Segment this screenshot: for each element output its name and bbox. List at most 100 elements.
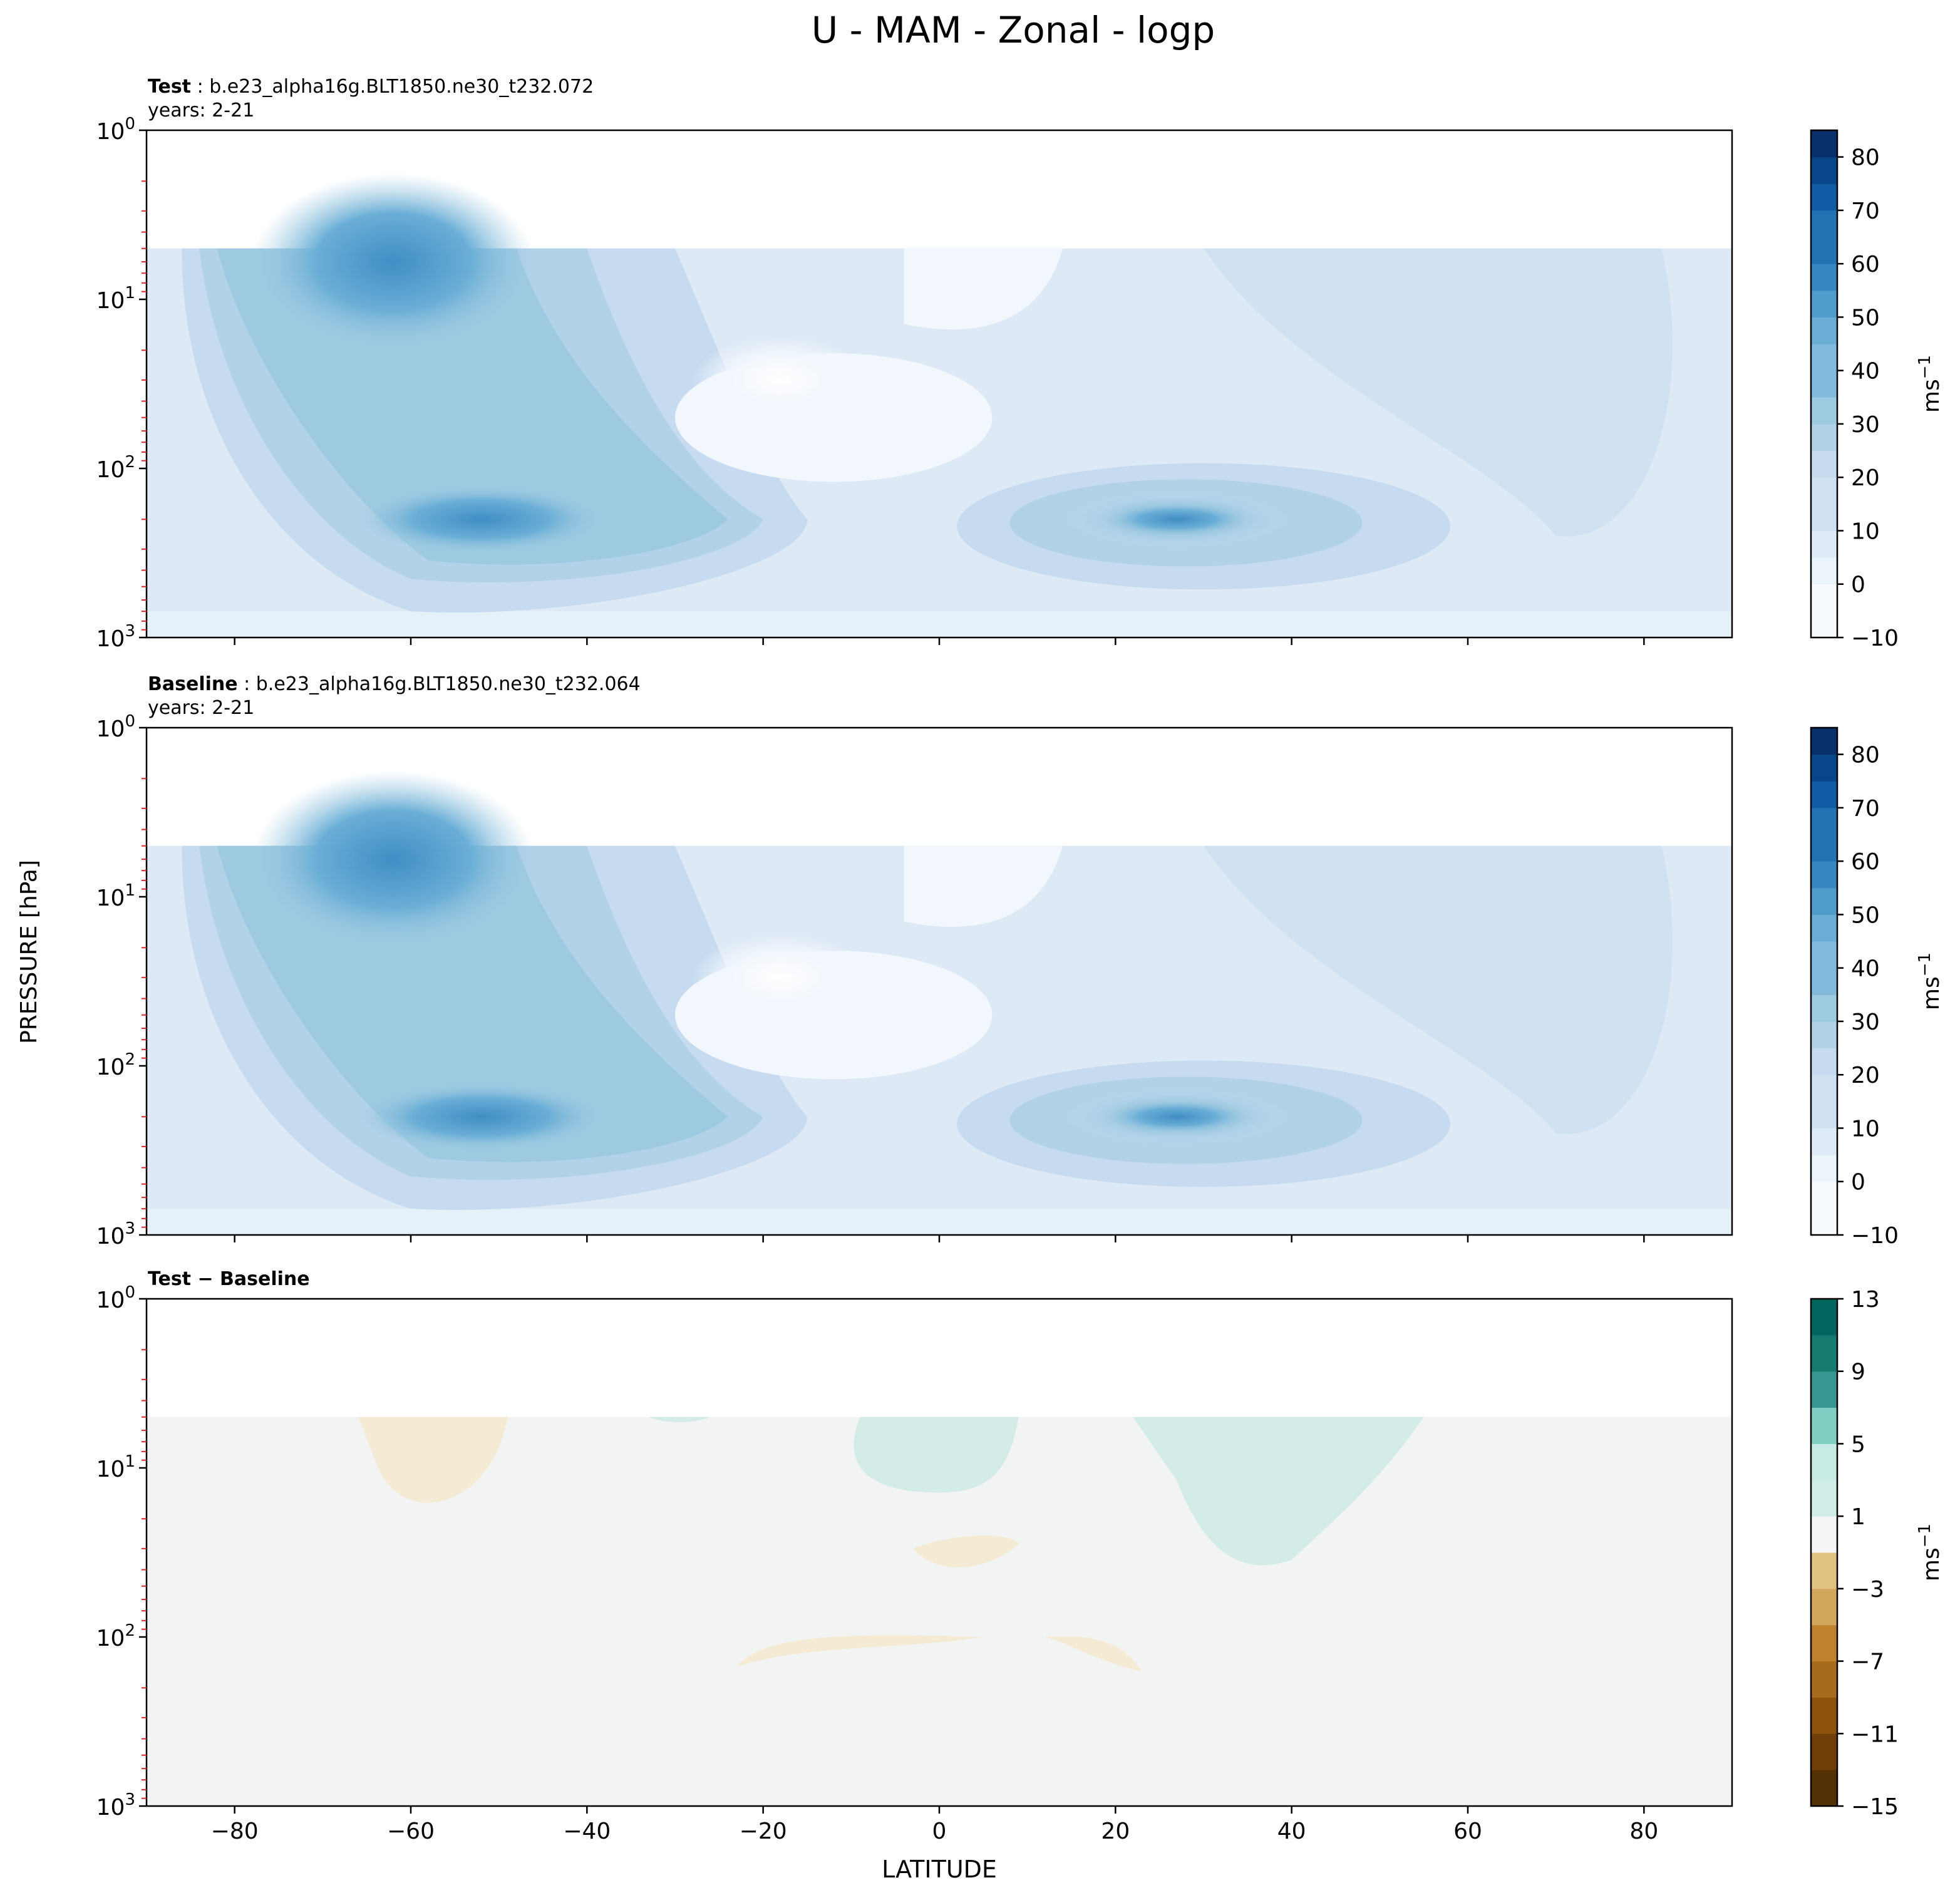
colorbar-tick-label: −3	[1851, 1577, 1884, 1603]
colorbar-segment	[1811, 503, 1837, 531]
y-axis-label: PRESSURE [hPa]	[16, 860, 42, 1044]
colorbar-segment	[1811, 1624, 1837, 1662]
contour-sh-trop-max	[358, 1082, 605, 1152]
colorbar-segment	[1811, 1075, 1837, 1102]
colorbar-segment	[1811, 450, 1837, 478]
contour-neg-sh	[358, 1417, 508, 1503]
panel-1: Test : b.e23_alpha16g.BLT1850.ne30_t232.…	[96, 76, 1944, 652]
colorbar-segment	[1811, 317, 1837, 344]
colorbar-tick-label: 70	[1851, 796, 1880, 822]
colorbar-segment	[1811, 807, 1837, 835]
colorbar-tick-label: 60	[1851, 849, 1880, 875]
colorbar-tick-label: 30	[1851, 1009, 1880, 1035]
colorbar-segment	[1811, 754, 1837, 782]
colorbar-tick-label: 0	[1851, 572, 1865, 598]
colorbar-tick-label: 40	[1851, 359, 1880, 385]
colorbar-tick-label: 60	[1851, 252, 1880, 277]
contour-pos-nh	[1133, 1417, 1424, 1566]
colorbar-segment	[1811, 941, 1837, 969]
panel-title-name: Test − Baseline	[148, 1268, 310, 1290]
colorbar-segment	[1811, 530, 1837, 558]
y-tick-label: 103	[96, 1219, 135, 1249]
colorbar-segment	[1811, 1335, 1837, 1372]
x-tick-label: 20	[1101, 1819, 1130, 1844]
colorbar-segment	[1811, 1697, 1837, 1734]
colorbar-segment	[1811, 477, 1837, 505]
colorbar-segment	[1811, 1208, 1837, 1236]
colorbar: −10 0 10 20 30 40 50 60 70 80 ms−1	[1810, 129, 1944, 651]
contour-neg-nh	[1044, 1636, 1142, 1672]
colorbar-tick-label: 80	[1851, 145, 1880, 171]
colorbar-segment	[1811, 210, 1837, 238]
contour-tropics-upper	[904, 845, 1063, 927]
colorbar: −15 −11 −7 −3 1 5 9 13 ms−1	[1810, 1287, 1944, 1820]
colorbar-tick-label: 13	[1851, 1287, 1880, 1313]
x-tick-label: −80	[211, 1819, 259, 1844]
colorbar-segment	[1811, 1299, 1837, 1336]
contour-surface-band	[147, 1209, 1732, 1235]
contour-neg-sub	[736, 1635, 984, 1667]
colorbar-segment	[1811, 584, 1837, 611]
colorbar-segment	[1811, 157, 1837, 184]
colorbar-segment	[1811, 781, 1837, 808]
colorbar-tick-label: 9	[1851, 1360, 1865, 1385]
x-axis-label: LATITUDE	[882, 1856, 997, 1883]
colorbar-segment	[1811, 290, 1837, 318]
panel-title: Test − Baseline	[148, 1268, 310, 1290]
colorbar-segment	[1811, 834, 1837, 862]
colorbar-tick-label: 20	[1851, 465, 1880, 491]
panel-title-case: : b.e23_alpha16g.BLT1850.ne30_t232.072	[191, 76, 594, 98]
colorbar-tick-label: 50	[1851, 305, 1880, 331]
contour-surface-band	[147, 611, 1732, 638]
y-tick-label: 103	[96, 1790, 135, 1820]
colorbar-frame	[1810, 129, 1839, 639]
panel-subtitle: years: 2-21	[148, 697, 254, 719]
colorbar-segment	[1811, 887, 1837, 915]
colorbar-tick-label: 70	[1851, 199, 1880, 224]
colorbar-segment	[1811, 861, 1837, 889]
colorbar-segment	[1811, 1588, 1837, 1626]
contour-sh-strat-max	[252, 770, 534, 948]
colorbar-tick-label: −15	[1851, 1794, 1899, 1820]
colorbar-segment	[1811, 1407, 1837, 1444]
x-tick-label: 0	[932, 1819, 947, 1844]
colorbar-tick-label: −10	[1851, 626, 1899, 651]
contour-field	[147, 770, 1732, 1235]
contour-nh-max	[1106, 503, 1248, 536]
x-tick-label: −60	[387, 1819, 435, 1844]
colorbar-tick-label: 20	[1851, 1063, 1880, 1088]
y-tick-label: 100	[96, 1283, 135, 1313]
colorbar-segment	[1811, 1371, 1837, 1408]
colorbar-tick-label: 0	[1851, 1170, 1865, 1195]
colorbar-tick-label: −11	[1851, 1722, 1899, 1747]
colorbar-segment	[1811, 237, 1837, 264]
colorbar-segment	[1811, 557, 1837, 585]
colorbar-unit-label: ms−1	[1916, 1524, 1944, 1581]
colorbar-frame	[1810, 726, 1839, 1236]
colorbar-tick-label: 80	[1851, 743, 1880, 768]
contour-tropics-min	[693, 932, 869, 1022]
colorbar-segment	[1811, 1661, 1837, 1698]
colorbar-segment	[1811, 344, 1837, 371]
panel-title-name: Baseline	[148, 673, 238, 695]
panel-title: Baseline : b.e23_alpha16g.BLT1850.ne30_t…	[148, 673, 641, 695]
y-tick-label: 100	[96, 712, 135, 742]
colorbar-segment	[1811, 1048, 1837, 1075]
colorbar-segment	[1811, 130, 1837, 158]
colorbar-segment	[1811, 1480, 1837, 1517]
colorbar-segment	[1811, 264, 1837, 291]
colorbar-tick-label: 50	[1851, 902, 1880, 928]
colorbar-tick-label: 30	[1851, 412, 1880, 438]
colorbar-segment	[1811, 1443, 1837, 1480]
colorbar-segment	[1811, 611, 1837, 638]
colorbar-segment	[1811, 1733, 1837, 1770]
colorbar-tick-label: 1	[1851, 1504, 1865, 1530]
y-tick-label: 102	[96, 1050, 135, 1080]
colorbar-frame	[1810, 1298, 1839, 1807]
panel-3: Test − Baseline 100 101 102 103 −80 −60 −40 −20 0…	[96, 1268, 1944, 1844]
colorbar-unit-label: ms−1	[1916, 953, 1944, 1010]
colorbar-segment	[1811, 968, 1837, 995]
contour-neg-eq	[912, 1536, 1019, 1567]
colorbar-segment	[1811, 728, 1837, 755]
